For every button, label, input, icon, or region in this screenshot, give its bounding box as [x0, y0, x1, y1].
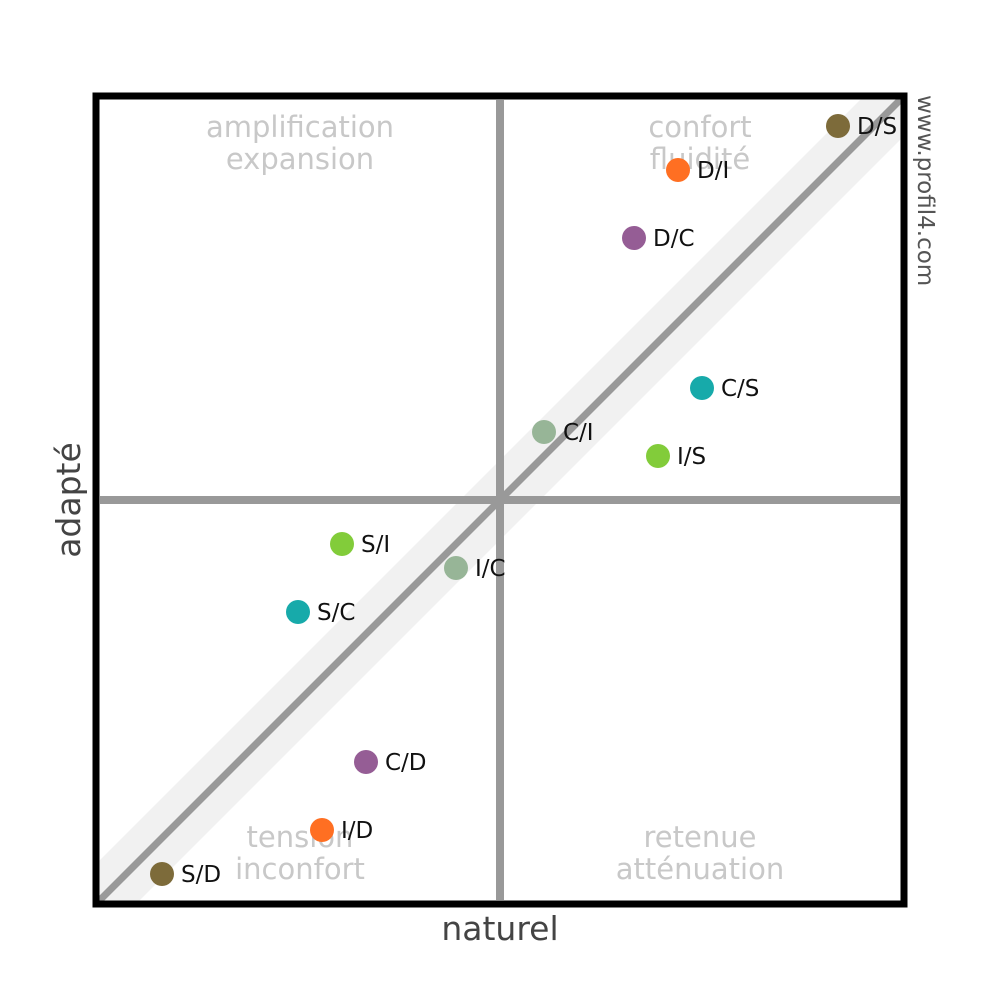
- diagonal-line: [96, 96, 904, 904]
- point-label-d-c: D/C: [653, 226, 695, 252]
- point-i-d: [310, 818, 334, 842]
- point-label-c-i: C/I: [563, 420, 594, 446]
- point-c-d: [354, 750, 378, 774]
- point-label-d-s: D/S: [857, 114, 897, 140]
- point-s-d: [150, 862, 174, 886]
- quadrant-bottom-left-line1: tension: [247, 820, 354, 854]
- quadrant-top-left-line2: expansion: [226, 142, 374, 176]
- quadrant-top-left-line1: amplification: [206, 110, 394, 144]
- point-c-i: [532, 420, 556, 444]
- point-i-c: [444, 556, 468, 580]
- quadrant-bottom-right-line1: retenue: [644, 820, 757, 854]
- point-label-s-i: S/I: [361, 532, 390, 558]
- watermark-text: www.profil4.com: [912, 95, 938, 286]
- point-label-i-d: I/D: [341, 818, 373, 844]
- plot-frame: [92, 92, 908, 908]
- point-label-c-d: C/D: [385, 750, 427, 776]
- x-axis-label: naturel: [441, 909, 558, 948]
- point-d-i: [666, 158, 690, 182]
- point-label-c-s: C/S: [721, 376, 759, 402]
- point-s-i: [330, 532, 354, 556]
- quadrant-bottom-right-line2: atténuation: [616, 852, 784, 886]
- point-c-s: [690, 376, 714, 400]
- point-label-s-c: S/C: [317, 600, 355, 626]
- point-label-i-c: I/C: [475, 556, 506, 582]
- point-d-s: [826, 114, 850, 138]
- point-s-c: [286, 600, 310, 624]
- point-label-s-d: S/D: [181, 862, 221, 888]
- quadrant-bottom-left-line2: inconfort: [235, 852, 365, 886]
- quadrant-top-right-line1: confort: [648, 110, 751, 144]
- point-label-i-s: I/S: [677, 444, 706, 470]
- point-label-d-i: D/I: [697, 158, 729, 184]
- y-axis-label: adapté: [49, 442, 88, 558]
- data-points: D/S D/I D/C C/S C/I I/S S/I I/C S/C C/D I/D S/D: [150, 114, 897, 888]
- point-i-s: [646, 444, 670, 468]
- point-d-c: [622, 226, 646, 250]
